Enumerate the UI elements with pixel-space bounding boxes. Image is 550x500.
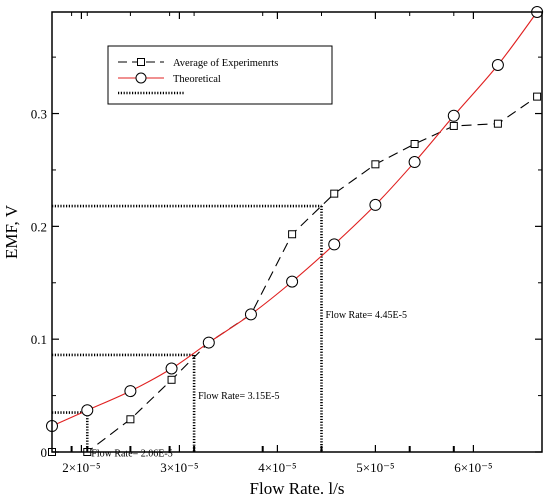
- theoretical-point: [447, 109, 460, 122]
- experiment-point: [410, 140, 419, 148]
- theoretical-point: [328, 238, 341, 251]
- y-tick-label: 0.1: [31, 332, 47, 347]
- legend-marker-experiment: [137, 58, 145, 66]
- experiment-point: [533, 92, 542, 101]
- legend-label-theoretical: Theoretical: [173, 74, 221, 85]
- experiment-point: [288, 230, 297, 239]
- x-tick-label: 3×10⁻⁵: [160, 460, 198, 475]
- experiment-point: [167, 375, 176, 384]
- y-axis-label: EMF, V: [2, 204, 21, 259]
- y-tick-label: 0: [41, 445, 48, 460]
- y-axis-ticks: 0 0.1 0.2 0.3: [31, 56, 542, 460]
- x-axis-ticks: 2×10⁻⁵ 3×10⁻⁵ 4×10⁻⁵ 5×10⁻⁵ 6×10⁻⁵: [62, 12, 493, 475]
- x-tick-label: 4×10⁻⁵: [258, 460, 296, 475]
- x-tick-label: 5×10⁻⁵: [356, 460, 394, 475]
- reference-label: Flow Rate= 3.15E-5: [198, 391, 279, 402]
- y-tick-label: 0.2: [31, 219, 47, 234]
- legend-label-experiment: Average of Experimenrts: [173, 58, 278, 69]
- series-line-experiment: [52, 96, 538, 453]
- x-tick-label: 2×10⁻⁵: [62, 460, 100, 475]
- plot-frame: [51, 11, 543, 453]
- theoretical-point: [202, 336, 215, 349]
- reference-lines: [52, 204, 323, 452]
- theoretical-point: [81, 404, 94, 417]
- experiment-point: [126, 415, 135, 424]
- experiment-point: [449, 121, 458, 130]
- theoretical-point: [286, 275, 299, 288]
- series-markers: [46, 6, 544, 456]
- y-tick-label: 0.3: [31, 107, 47, 122]
- x-axis-label: Flow Rate. l/s: [250, 479, 345, 498]
- x-tick-label: 6×10⁻⁵: [454, 460, 492, 475]
- theoretical-point: [124, 385, 137, 398]
- theoretical-point: [244, 308, 257, 321]
- experiment-point: [371, 160, 380, 169]
- legend-marker-theoretical: [135, 72, 147, 84]
- reference-label: Flow Rate= 4.45E-5: [326, 310, 407, 321]
- legend: Average of Experimenrts Theoretical: [107, 45, 333, 105]
- theoretical-point: [408, 156, 421, 169]
- experiment-point: [330, 189, 339, 198]
- experiment-point: [493, 119, 502, 128]
- reference-label: Flow Rate= 2.06E-5: [91, 449, 172, 460]
- reference-labels: Flow Rate= 2.06E-5 Flow Rate= 3.15E-5 Flow…: [91, 310, 407, 459]
- theoretical-point: [369, 198, 382, 211]
- theoretical-point: [491, 59, 504, 72]
- theoretical-point: [165, 362, 178, 375]
